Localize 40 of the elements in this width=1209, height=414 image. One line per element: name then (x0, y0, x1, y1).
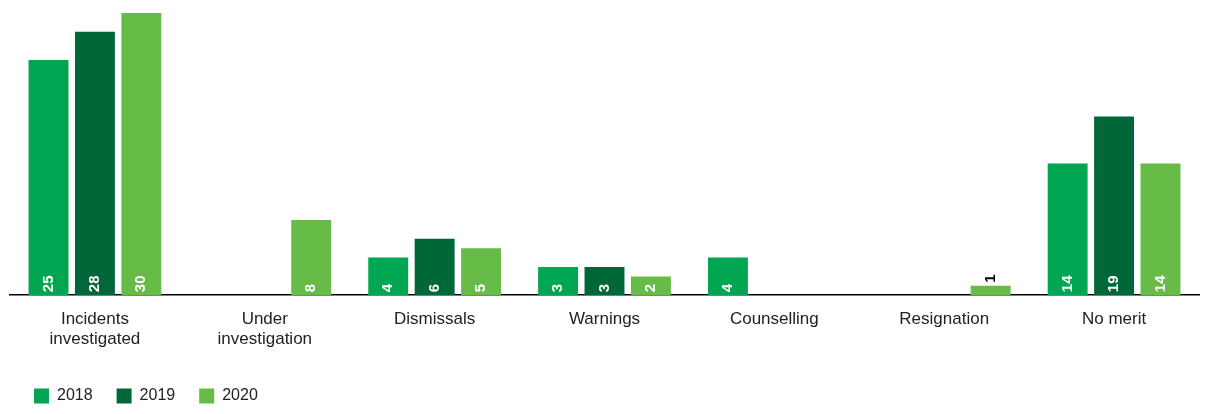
bar (1094, 116, 1135, 296)
bar (1140, 163, 1181, 296)
legend-label: 2018 (57, 386, 93, 404)
data-label: 1 (980, 274, 998, 283)
data-label: 4 (378, 283, 396, 293)
bar (291, 219, 332, 296)
bar (1047, 163, 1088, 296)
bar (630, 276, 671, 296)
legend-label: 2019 (139, 386, 176, 404)
x-tick-label: Under investigation (217, 309, 313, 349)
x-tick-label: Counselling (729, 309, 819, 329)
data-label: 14 (1057, 274, 1075, 293)
bar (74, 31, 115, 296)
data-label: 8 (301, 283, 319, 293)
bar (538, 266, 579, 296)
x-tick-label: Resignation (899, 309, 990, 329)
bar (970, 285, 1011, 296)
bar (414, 238, 455, 296)
bar (584, 266, 625, 296)
data-label: 5 (471, 283, 489, 293)
data-label: 25 (38, 275, 56, 293)
bar (707, 257, 748, 296)
x-tick-label: Incidents investigated (49, 309, 141, 349)
x-tick-label: Warnings (568, 309, 641, 329)
data-label: 28 (85, 275, 103, 293)
data-label: 3 (594, 283, 612, 293)
data-label: 4 (718, 283, 736, 293)
data-label: 14 (1150, 274, 1168, 293)
data-label: 30 (131, 275, 149, 293)
x-tick-label: No merit (1081, 309, 1147, 329)
data-label: 6 (424, 283, 442, 293)
bar (368, 257, 409, 296)
data-label: 19 (1104, 275, 1122, 293)
legend-label: 2020 (222, 386, 258, 404)
data-label: 2 (641, 283, 659, 293)
bar (461, 248, 502, 296)
bar (28, 60, 69, 296)
data-label: 3 (548, 283, 566, 293)
bar (121, 13, 162, 296)
x-tick-label: Dismissals (394, 309, 476, 329)
